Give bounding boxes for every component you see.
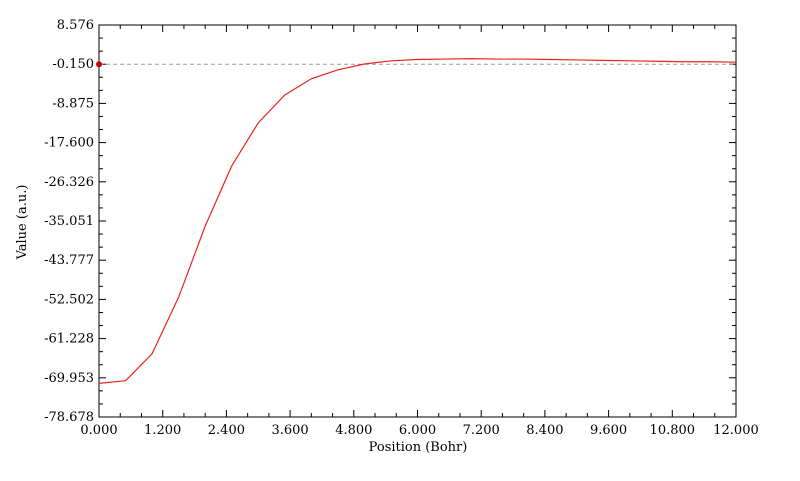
x-tick-label: 3.600	[271, 423, 308, 438]
y-tick-label: -17.600	[44, 136, 94, 151]
y-tick-label: -78.678	[44, 410, 94, 425]
x-tick-label: 8.400	[526, 423, 563, 438]
x-tick-label: 1.200	[144, 423, 181, 438]
x-tick-label: 10.800	[650, 423, 696, 438]
x-tick-label: 7.200	[463, 423, 500, 438]
y-tick-label: -35.051	[44, 214, 94, 229]
y-tick-label: -61.228	[44, 332, 94, 347]
x-axis: 0.000 1.200 2.400 3.600 4.800 6.000 7.200 8.400…	[80, 25, 759, 438]
y-axis-label: Value (a.u.)	[15, 185, 30, 261]
y-tick-label: -0.150	[52, 57, 94, 72]
x-tick-label: 4.800	[335, 423, 372, 438]
plot-area	[96, 24, 737, 418]
x-axis-label: Position (Bohr)	[369, 440, 468, 455]
x-tick-label: 12.000	[713, 423, 759, 438]
x-tick-label: 6.000	[399, 423, 436, 438]
y-tick-label: -26.326	[44, 175, 94, 190]
reference-marker	[96, 61, 102, 68]
y-tick-label: -43.777	[44, 253, 94, 268]
y-tick-label: -52.502	[44, 292, 94, 307]
x-tick-label: 2.400	[208, 423, 245, 438]
y-tick-label: 8.576	[57, 18, 94, 33]
x-tick-label: 0.000	[80, 423, 117, 438]
series-line	[98, 57, 737, 384]
plot-frame	[98, 24, 737, 418]
y-tick-label: -69.953	[44, 371, 94, 386]
x-tick-label: 9.600	[590, 423, 627, 438]
y-tick-label: -8.875	[52, 96, 94, 111]
y-axis: 8.576 -0.150 -8.875 -17.600 -26.326 -35.051 -4…	[44, 18, 736, 425]
